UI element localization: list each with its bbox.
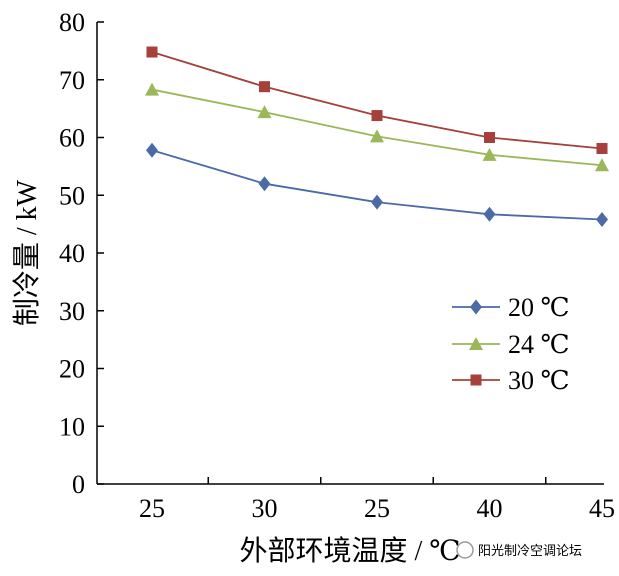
data-point xyxy=(595,158,609,172)
data-point xyxy=(146,46,158,58)
data-point xyxy=(484,132,495,143)
y-tick-label: 50 xyxy=(59,181,85,210)
legend-marker xyxy=(470,374,482,386)
y-tick-label: 20 xyxy=(59,355,85,384)
x-tick-label: 45 xyxy=(589,494,615,523)
data-point xyxy=(257,105,272,119)
watermark: 阳光制冷空调论坛 xyxy=(456,541,582,559)
y-axis-title: 制冷量 / kW xyxy=(11,179,43,326)
wechat-icon xyxy=(456,541,474,559)
y-tick-label: 40 xyxy=(59,239,85,268)
x-tick-label: 30 xyxy=(252,494,278,523)
y-tick-label: 0 xyxy=(72,470,85,499)
x-ticks: 25 30 25 40 45 xyxy=(139,477,615,523)
legend-label: 24 ℃ xyxy=(508,330,570,359)
x-axis-title: 外部环境温度 / ℃ xyxy=(239,535,460,567)
x-tick-label: 40 xyxy=(477,494,503,523)
series-3 xyxy=(146,46,608,154)
y-tick-label: 10 xyxy=(59,412,85,441)
legend-item: 30 ℃ xyxy=(452,366,570,395)
data-point xyxy=(371,110,383,122)
series-layer xyxy=(145,46,609,228)
data-point xyxy=(370,129,384,143)
y-tick-label: 80 xyxy=(59,8,85,37)
legend-label: 30 ℃ xyxy=(508,366,570,395)
legend: 20 ℃ 24 ℃ 30 ℃ xyxy=(452,293,570,395)
data-point xyxy=(483,206,496,222)
x-tick-label: 25 xyxy=(364,494,390,523)
watermark-text: 阳光制冷空调论坛 xyxy=(478,543,582,558)
data-point xyxy=(482,147,497,161)
y-tick-label: 70 xyxy=(59,66,85,95)
data-point xyxy=(596,212,608,228)
data-point xyxy=(259,81,270,93)
y-tick-label: 60 xyxy=(59,124,85,153)
series-2 xyxy=(145,82,609,172)
legend-item: 24 ℃ xyxy=(452,330,570,359)
legend-item: 20 ℃ xyxy=(452,293,570,322)
series-1 xyxy=(146,142,608,228)
legend-marker xyxy=(469,337,483,350)
data-point xyxy=(145,82,159,96)
legend-label: 20 ℃ xyxy=(508,293,570,322)
data-point xyxy=(146,142,158,158)
axes xyxy=(96,22,604,485)
legend-marker xyxy=(470,299,482,315)
y-tick-label: 30 xyxy=(59,297,85,326)
series-line xyxy=(151,88,603,167)
data-point xyxy=(371,194,383,210)
y-ticks: 0 10 20 30 40 50 60 70 80 xyxy=(59,8,104,499)
data-point xyxy=(258,176,271,192)
data-point xyxy=(596,142,608,154)
x-tick-label: 25 xyxy=(139,494,165,523)
